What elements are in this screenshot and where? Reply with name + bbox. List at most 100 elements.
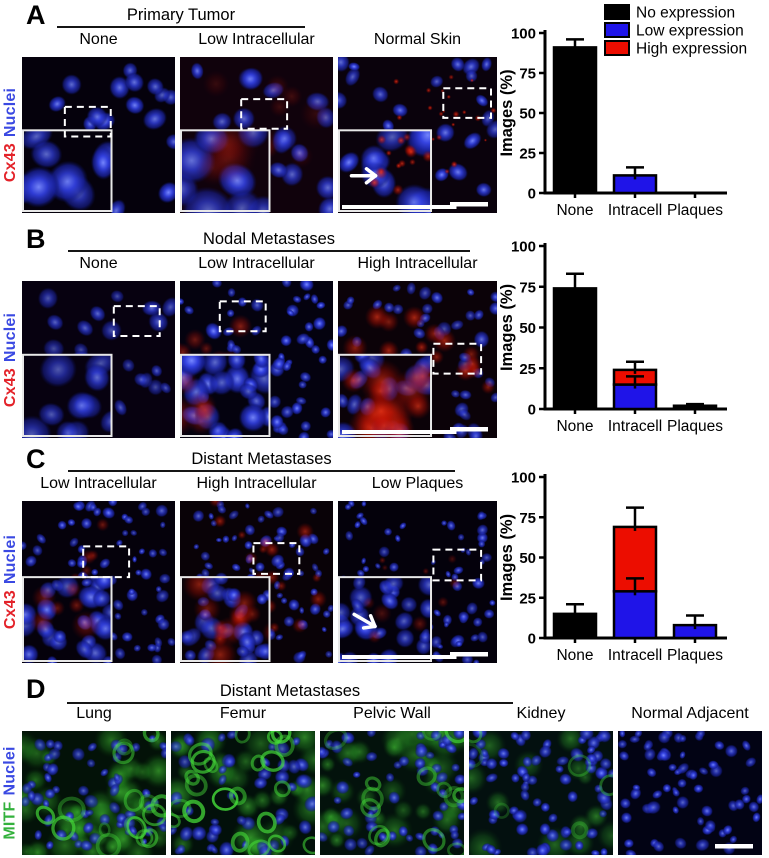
bar-segment (612, 590, 658, 640)
roi-dashed-box (432, 548, 483, 582)
micrograph-c-low-plaques (338, 501, 497, 663)
y-tick-label: 0 (528, 402, 536, 419)
error-bar (626, 166, 644, 180)
micrograph-image (180, 501, 333, 663)
stain-label-cx43-b: Cx43 (2, 367, 19, 407)
panel-letter-d: D (26, 674, 46, 704)
micrograph-image (22, 731, 166, 855)
y-axis-label: Images (%) (500, 284, 516, 371)
column-label-high-intracellular: High Intracellular (196, 475, 317, 492)
roi-dashed-box (63, 105, 112, 138)
legend-swatch (604, 4, 630, 20)
micrograph-d-lung (22, 731, 166, 855)
category-label: Intracell (608, 647, 662, 664)
y-axis-label: Images (%) (500, 69, 516, 156)
error-bar (566, 38, 584, 52)
category-label: Intracell (608, 202, 662, 219)
error-bar (566, 272, 584, 293)
bar-segment (552, 46, 598, 195)
roi-dashed-box (82, 545, 131, 579)
column-label-kidney: Kidney (516, 705, 566, 722)
stain-label-cx43-a: Cx43 (2, 143, 19, 183)
chart-a: 0 25 50 75 100 None Intracell Plaques Images (%)… (500, 0, 769, 224)
column-label-low-intracellular: Low Intracellular (198, 255, 315, 272)
panel-heading-c: Distant Metastases (68, 450, 455, 472)
y-tick-label: 25 (519, 590, 536, 607)
legend-swatch (604, 22, 630, 38)
stain-label-nuclei-a: Nuclei (2, 87, 19, 138)
y-tick-label: 0 (528, 186, 536, 203)
column-label-normal-skin: Normal Skin (373, 31, 462, 48)
error-bar (626, 375, 644, 389)
column-label-low-intracellular: Low Intracellular (198, 31, 315, 48)
inset-border (338, 129, 433, 212)
roi-dashed-box (432, 342, 483, 375)
y-tick-label: 100 (511, 26, 536, 43)
scale-bar (342, 655, 457, 659)
y-tick-label: 0 (528, 631, 536, 648)
inset-magnified (22, 354, 112, 438)
error-bar (686, 614, 704, 630)
micrograph-c-high-intracellular (180, 501, 333, 663)
chart-b: 0 25 50 75 100 None Intracell Plaques Images (%) (500, 224, 769, 438)
category-label: Plaques (667, 647, 723, 664)
micrograph-image (338, 281, 497, 438)
arrow-annotation (349, 167, 378, 185)
micrograph-c-low-intracellular (22, 501, 175, 663)
panel-heading-b: Nodal Metastases (68, 230, 470, 252)
inset-border (338, 353, 433, 437)
panel-letter-a: A (26, 0, 46, 30)
column-label-normal-adjacent: Normal Adjacent (631, 705, 749, 722)
scale-bar (450, 202, 488, 207)
micrograph-a-normal-skin (338, 57, 497, 213)
side-label-a: Cx43 Nuclei (0, 57, 22, 213)
micrograph-image (22, 57, 175, 213)
inset-border (180, 353, 271, 437)
category-label: Intracell (608, 418, 662, 435)
column-label-high-intracellular: High Intracellular (357, 255, 478, 272)
scale-bar (450, 427, 488, 432)
roi-dashed-box (240, 98, 289, 130)
micrograph-image (618, 731, 762, 855)
column-label-low-intracellular: Low Intracellular (40, 475, 157, 492)
panel-letter-b: B (26, 224, 46, 254)
micrograph-d-pelvic-wall (320, 731, 464, 855)
micrograph-image (22, 281, 175, 438)
micrograph-d-femur (171, 731, 315, 855)
micrograph-image (22, 501, 175, 663)
stain-label-mitf-d: MITF (2, 801, 19, 840)
scale-bar (450, 652, 488, 657)
micrograph-image (180, 57, 333, 213)
column-label-none: None (79, 31, 118, 48)
stain-label-cx43-c: Cx43 (2, 590, 19, 630)
category-label: Plaques (667, 418, 723, 435)
roi-dashed-box (442, 87, 493, 119)
roi-dashed-box (112, 305, 161, 337)
panel-letter-c: C (26, 444, 46, 474)
micrograph-image (338, 57, 497, 213)
micrograph-d-normal-adjacent (618, 731, 762, 855)
legend-label: Low expression (636, 23, 744, 40)
y-tick-label: 100 (511, 470, 536, 487)
stacked-bar-chart-b: 0 25 50 75 100 None Intracell Plaques Images (%) (500, 239, 727, 435)
category-label: None (556, 418, 593, 435)
micrograph-image (338, 501, 497, 663)
scale-bar (715, 844, 753, 849)
column-label-femur: Femur (219, 705, 267, 722)
scale-bar (342, 205, 457, 209)
inset-magnified (180, 577, 270, 663)
side-label-b: Cx43 Nuclei (0, 281, 22, 438)
error-bar (686, 402, 704, 410)
y-tick-label: 25 (519, 146, 536, 163)
legend-swatch (604, 40, 630, 56)
category-label: Plaques (667, 202, 723, 219)
error-bar (626, 577, 644, 596)
stain-label-nuclei-d: Nuclei (2, 746, 19, 796)
micrograph-d-kidney (469, 731, 613, 855)
inset-border (338, 576, 433, 662)
inset-magnified (338, 577, 432, 663)
y-tick-label: 75 (519, 279, 536, 296)
y-axis-label: Images (%) (500, 514, 516, 601)
micrograph-image (320, 731, 464, 855)
